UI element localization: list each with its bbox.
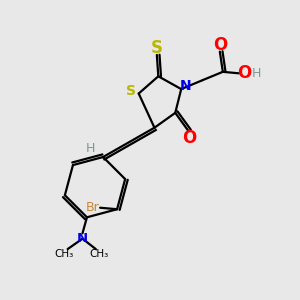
Text: O: O xyxy=(182,129,197,147)
Text: N: N xyxy=(180,79,191,92)
Text: CH₃: CH₃ xyxy=(54,249,74,259)
Text: O: O xyxy=(213,36,227,54)
Text: N: N xyxy=(77,232,88,245)
Text: CH₃: CH₃ xyxy=(89,249,109,259)
Text: S: S xyxy=(126,84,136,98)
Text: H: H xyxy=(86,142,95,155)
Text: S: S xyxy=(151,39,163,57)
Text: O: O xyxy=(237,64,251,82)
Text: H: H xyxy=(252,68,261,80)
Text: Br: Br xyxy=(85,201,99,214)
